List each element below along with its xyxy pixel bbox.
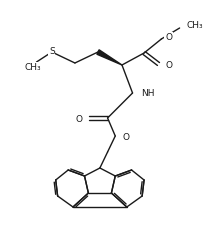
- Polygon shape: [96, 50, 121, 65]
- Text: CH₃: CH₃: [24, 62, 41, 72]
- Text: NH: NH: [141, 90, 154, 98]
- Text: O: O: [122, 133, 129, 143]
- Text: O: O: [164, 32, 171, 42]
- Text: O: O: [164, 61, 171, 71]
- Text: CH₃: CH₃: [185, 22, 202, 30]
- Text: O: O: [75, 114, 82, 124]
- Text: S: S: [49, 48, 54, 56]
